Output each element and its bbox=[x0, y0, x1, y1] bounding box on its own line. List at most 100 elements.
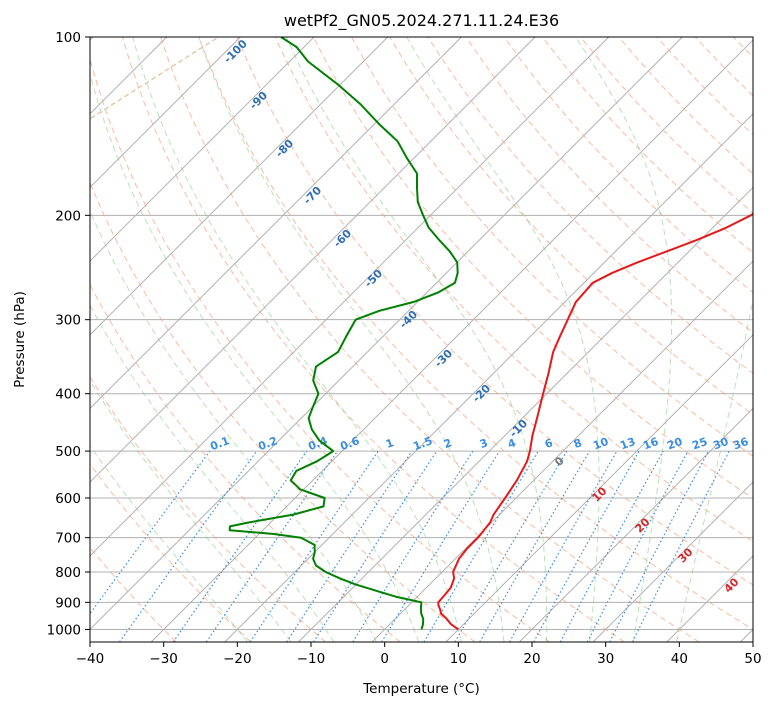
mixing-ratio-label: 0.6 bbox=[338, 434, 361, 453]
mixing-ratio-label: 10 bbox=[591, 435, 610, 453]
mixing-ratio-line bbox=[509, 450, 618, 642]
mixing-ratio-line bbox=[249, 450, 379, 642]
x-tick-label: 40 bbox=[671, 651, 688, 667]
y-axis-label: Pressure (hPa) bbox=[12, 291, 28, 388]
mixing-ratio-lines bbox=[90, 450, 730, 642]
x-tick-label: −20 bbox=[223, 651, 252, 667]
mixing-ratio-label: 4 bbox=[506, 436, 518, 451]
mixing-ratio-label: 30 bbox=[711, 435, 730, 453]
dry-adiabat bbox=[90, 376, 326, 642]
mixing-ratio-label: 1 bbox=[384, 436, 396, 451]
moist-adiabat bbox=[90, 445, 248, 642]
dewpoint-profile-line bbox=[228, 37, 459, 630]
x-tick-label: −10 bbox=[297, 651, 326, 667]
mixing-ratio-line bbox=[172, 450, 308, 642]
x-tick-label: 30 bbox=[597, 651, 614, 667]
y-tick-label: 300 bbox=[55, 313, 81, 329]
y-tick-label: 200 bbox=[55, 208, 81, 224]
mixing-ratio-line bbox=[286, 450, 413, 642]
mixing-ratio-label: 6 bbox=[543, 436, 555, 451]
x-tick-label: −30 bbox=[149, 651, 178, 667]
chart-title: wetPf2_GN05.2024.271.11.24.E36 bbox=[284, 11, 559, 31]
moist-adiabat bbox=[406, 37, 600, 642]
isotherm-line bbox=[90, 37, 536, 483]
mixing-ratio-label: 0.4 bbox=[306, 434, 329, 453]
moist-adiabat bbox=[90, 209, 377, 642]
dry-adiabat bbox=[90, 462, 252, 642]
x-axis-label: Temperature (°C) bbox=[362, 681, 480, 697]
mixing-ratio-label: 1.5 bbox=[411, 434, 434, 453]
y-tick-label: 900 bbox=[55, 595, 81, 611]
temperature-profile-line bbox=[437, 212, 753, 631]
mixing-ratio-label: 36 bbox=[731, 435, 750, 453]
mixing-ratio-line bbox=[90, 450, 211, 615]
dry-adiabat bbox=[274, 37, 753, 542]
y-tick-label: 500 bbox=[55, 444, 81, 460]
isotherm-line bbox=[90, 37, 315, 262]
isotherm-line bbox=[90, 37, 610, 557]
isotherm-line bbox=[90, 37, 241, 189]
isotherm-line bbox=[592, 481, 753, 642]
isotherm-line bbox=[224, 113, 753, 642]
dry-adiabat-lines bbox=[90, 37, 775, 642]
mixing-ratio-line bbox=[632, 450, 730, 642]
mixing-ratio-line bbox=[559, 450, 664, 642]
mixing-ratio-line bbox=[352, 450, 474, 642]
mixing-ratio-line bbox=[205, 450, 338, 642]
plot-area: -100-90-80-70-60-50-40-30-20-10010203040… bbox=[90, 37, 775, 642]
moist-adiabat bbox=[90, 304, 335, 642]
y-tick-label: 800 bbox=[55, 565, 81, 581]
plot-frame bbox=[89, 36, 754, 643]
mixing-ratio-line bbox=[119, 450, 258, 642]
moist-adiabat bbox=[676, 296, 753, 642]
sounding-profiles bbox=[228, 37, 753, 631]
moist-adiabat bbox=[575, 37, 673, 642]
plot-background bbox=[90, 37, 753, 642]
isotherm-line bbox=[298, 186, 753, 642]
x-axis-ticks: −40 −30 −20 −10 0 10 20 30 40 50 bbox=[76, 642, 762, 667]
y-tick-label: 100 bbox=[55, 30, 81, 46]
dry-adiabat bbox=[772, 37, 775, 642]
dry-adiabat bbox=[503, 37, 753, 294]
y-axis-ticks: 100 200 300 400 500 600 700 800 900 1000 bbox=[47, 30, 90, 638]
mixing-ratio-line bbox=[312, 450, 438, 642]
x-tick-label: 0 bbox=[380, 651, 389, 667]
y-tick-label: 400 bbox=[55, 387, 81, 403]
moist-adiabat bbox=[132, 37, 462, 642]
mixing-ratio-label: 13 bbox=[618, 435, 637, 452]
mixing-ratio-label: 16 bbox=[641, 435, 660, 453]
mixing-ratio-label: 20 bbox=[665, 435, 684, 453]
mixing-ratio-label: 3 bbox=[478, 436, 490, 451]
x-tick-label: 10 bbox=[450, 651, 467, 667]
dry-adiabat bbox=[90, 57, 550, 642]
moist-adiabat bbox=[90, 379, 292, 642]
mixing-ratio-line bbox=[381, 450, 501, 642]
y-tick-label: 700 bbox=[55, 531, 81, 547]
isotherm-line bbox=[150, 39, 753, 642]
mixing-ratio-label: 2 bbox=[442, 436, 454, 451]
mixing-ratio-label: 0.2 bbox=[256, 434, 279, 453]
isotherm-line bbox=[445, 334, 753, 642]
x-tick-label: 20 bbox=[523, 651, 540, 667]
moist-adiabat bbox=[90, 72, 420, 642]
moist-adiabat bbox=[198, 37, 505, 642]
isotherm-line bbox=[371, 260, 753, 642]
mixing-ratio-label: 8 bbox=[572, 436, 584, 451]
isobar-grid bbox=[90, 37, 753, 630]
x-tick-label: −40 bbox=[76, 651, 105, 667]
dry-adiabat bbox=[236, 37, 753, 586]
isotherm-line bbox=[519, 407, 753, 642]
mixing-ratio-label: 0.1 bbox=[208, 434, 231, 453]
dry-adiabat bbox=[312, 37, 753, 499]
dry-adiabat bbox=[198, 37, 753, 630]
y-tick-label: 600 bbox=[55, 491, 81, 507]
x-tick-label: 50 bbox=[744, 651, 761, 667]
isotherm-line bbox=[90, 37, 683, 631]
dry-adiabat bbox=[121, 37, 625, 642]
mixing-ratio-line bbox=[533, 450, 640, 642]
y-tick-label: 1000 bbox=[47, 622, 81, 638]
dry-adiabat bbox=[160, 37, 700, 642]
mixing-ratio-label: 25 bbox=[690, 435, 709, 452]
moist-adiabat bbox=[285, 37, 548, 642]
